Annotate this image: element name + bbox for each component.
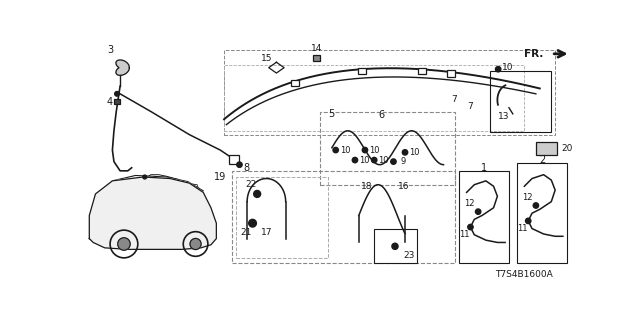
Bar (536, 141, 557, 156)
Polygon shape (90, 177, 216, 249)
Circle shape (495, 67, 501, 72)
Bar (374, 228, 417, 263)
Text: 11: 11 (516, 224, 527, 233)
Text: FR.: FR. (524, 49, 543, 59)
Text: 21: 21 (240, 228, 252, 237)
Bar (358, 68, 365, 74)
Bar (224, 65, 524, 131)
Circle shape (249, 219, 257, 227)
Text: 6: 6 (379, 110, 385, 120)
Text: 9: 9 (400, 157, 405, 166)
Circle shape (468, 224, 473, 230)
Circle shape (476, 209, 481, 214)
Circle shape (237, 162, 242, 167)
Text: 14: 14 (311, 44, 322, 53)
Text: T7S4B1600A: T7S4B1600A (495, 269, 553, 278)
Circle shape (525, 218, 531, 224)
Text: 10: 10 (340, 146, 350, 155)
Circle shape (362, 147, 367, 153)
Bar (291, 80, 299, 86)
Text: 16: 16 (397, 182, 409, 191)
Bar (224, 50, 555, 135)
Text: 12: 12 (465, 199, 475, 208)
Circle shape (533, 203, 539, 208)
Bar (232, 171, 455, 263)
Bar (490, 71, 551, 132)
Polygon shape (116, 60, 129, 75)
Text: 12: 12 (522, 193, 532, 202)
Text: 22: 22 (245, 180, 257, 189)
Text: 7: 7 (451, 95, 457, 105)
Circle shape (403, 150, 408, 155)
Text: 10: 10 (378, 156, 388, 164)
Text: 3: 3 (108, 45, 114, 55)
Text: 11: 11 (459, 230, 470, 239)
Circle shape (190, 238, 201, 250)
Text: 1: 1 (481, 163, 486, 173)
Bar (236, 177, 328, 258)
Text: 10: 10 (369, 146, 380, 155)
Bar (312, 55, 320, 61)
Circle shape (118, 238, 130, 250)
Text: 15: 15 (260, 54, 272, 63)
Text: 10: 10 (359, 156, 369, 164)
Bar (115, 99, 120, 104)
Bar (447, 70, 454, 77)
Text: 8: 8 (243, 163, 250, 173)
Circle shape (333, 147, 339, 153)
Circle shape (391, 159, 396, 164)
Text: 4: 4 (106, 97, 113, 107)
Text: 2: 2 (539, 155, 545, 165)
Text: 23: 23 (403, 251, 415, 260)
Bar (516, 163, 566, 263)
Circle shape (253, 190, 260, 197)
Circle shape (352, 157, 358, 163)
Text: 17: 17 (260, 228, 272, 237)
Bar (320, 112, 455, 185)
Circle shape (371, 157, 377, 163)
Circle shape (143, 175, 147, 179)
Text: 13: 13 (498, 112, 509, 121)
Bar (459, 171, 509, 263)
Circle shape (392, 243, 398, 249)
Text: 10: 10 (409, 148, 419, 157)
Text: 18: 18 (361, 182, 372, 191)
Text: 10: 10 (502, 63, 513, 72)
Text: 7: 7 (467, 102, 472, 111)
Bar (419, 68, 426, 74)
Text: 20: 20 (561, 144, 572, 153)
Circle shape (115, 92, 119, 96)
Bar (230, 155, 239, 164)
Text: 5: 5 (328, 109, 334, 119)
Text: 19: 19 (214, 172, 227, 182)
